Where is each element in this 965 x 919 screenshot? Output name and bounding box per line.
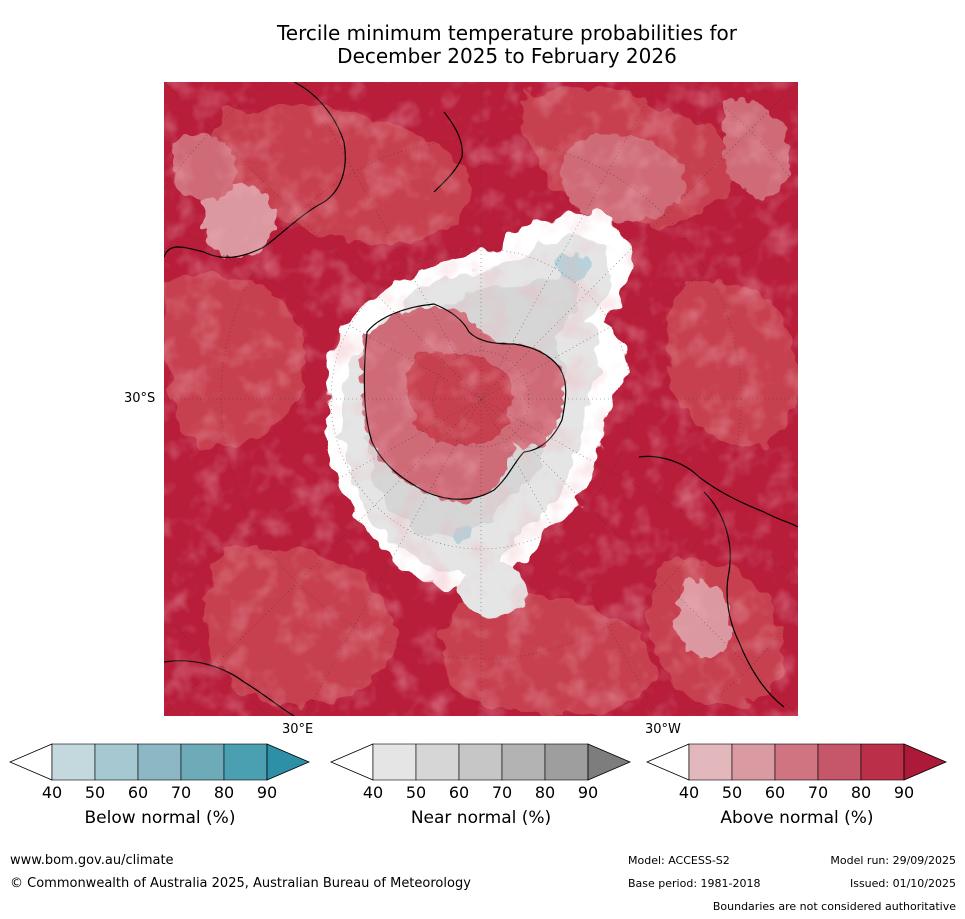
colorbar-near-low-arrow (329, 743, 374, 781)
colorbar-above-tick: 70 (807, 783, 829, 802)
colorbar-near-tick: 70 (491, 783, 513, 802)
colorbar-below-tick: 70 (170, 783, 192, 802)
colorbar-above-low-arrow (645, 743, 690, 781)
colorbar-near-high-arrow (587, 743, 632, 781)
colorbar-below-low-arrow (8, 743, 53, 781)
colorbar-near-svg (329, 743, 632, 781)
colorbar-above-segment (731, 743, 776, 781)
colorbar-above (645, 743, 948, 781)
lon-30e-label: 30°E (282, 722, 314, 737)
colorbar-below-svg (8, 743, 311, 781)
colorbar-above-tick: 60 (764, 783, 786, 802)
colorbar-near-segment (415, 743, 460, 781)
website-link[interactable]: www.bom.gov.au/climate (10, 853, 174, 868)
lat-30s-label: 30°S (124, 391, 156, 406)
issued-text: Issued: 01/10/2025 (849, 877, 956, 890)
probability-map (164, 82, 798, 716)
colorbar-above-segment (860, 743, 905, 781)
colorbar-near (329, 743, 632, 781)
colorbar-above-tick: 80 (850, 783, 872, 802)
map-svg (164, 82, 798, 716)
colorbar-near-title: Near normal (%) (410, 808, 552, 828)
colorbar-above-tick: 40 (678, 783, 700, 802)
colorbar-above-tick: 90 (893, 783, 915, 802)
colorbar-above-high-arrow (903, 743, 948, 781)
colorbar-above-segment (817, 743, 862, 781)
colorbar-near-tick: 80 (534, 783, 556, 802)
colorbar-near-tick: 90 (577, 783, 599, 802)
colorbar-near-tick: 50 (405, 783, 427, 802)
copyright-text: © Commonwealth of Australia 2025, Austra… (10, 876, 471, 891)
colorbar-above-title: Above normal (%) (720, 808, 874, 828)
colorbar-above-tick: 50 (721, 783, 743, 802)
colorbar-below-segment (180, 743, 225, 781)
colorbar-below-title: Below normal (%) (84, 808, 236, 828)
map-title-line-2: December 2025 to February 2026 (337, 44, 677, 68)
colorbar-near-segment (544, 743, 589, 781)
map-title: Tercile minimum temperature probabilitie… (0, 22, 965, 68)
colorbar-below-segment (137, 743, 182, 781)
colorbar-near-segment (372, 743, 417, 781)
colorbar-below (8, 743, 311, 781)
colorbar-below-tick: 90 (256, 783, 278, 802)
colorbar-near-segment (458, 743, 503, 781)
colorbar-near-tick: 60 (448, 783, 470, 802)
colorbar-below-tick: 60 (127, 783, 149, 802)
colorbar-below-high-arrow (266, 743, 311, 781)
lon-30w-label: 30°W (645, 722, 681, 737)
model-run-text: Model run: 29/09/2025 (830, 854, 956, 867)
colorbar-above-segment (774, 743, 819, 781)
mottle-texture (164, 82, 798, 716)
colorbar-below-segment (51, 743, 96, 781)
colorbar-above-segment (688, 743, 733, 781)
colorbar-below-segment (94, 743, 139, 781)
colorbar-below-tick: 80 (213, 783, 235, 802)
colorbar-below-segment (223, 743, 268, 781)
colorbar-below-tick: 40 (41, 783, 63, 802)
map-title-line-1: Tercile minimum temperature probabilitie… (276, 21, 738, 45)
colorbar-above-svg (645, 743, 948, 781)
colorbar-near-segment (501, 743, 546, 781)
colorbar-below-tick: 50 (84, 783, 106, 802)
disclaimer-text: Boundaries are not considered authoritat… (712, 900, 956, 913)
model-text: Model: ACCESS-S2 (628, 854, 730, 867)
colorbar-near-tick: 40 (362, 783, 384, 802)
base-period-text: Base period: 1981-2018 (628, 877, 761, 890)
